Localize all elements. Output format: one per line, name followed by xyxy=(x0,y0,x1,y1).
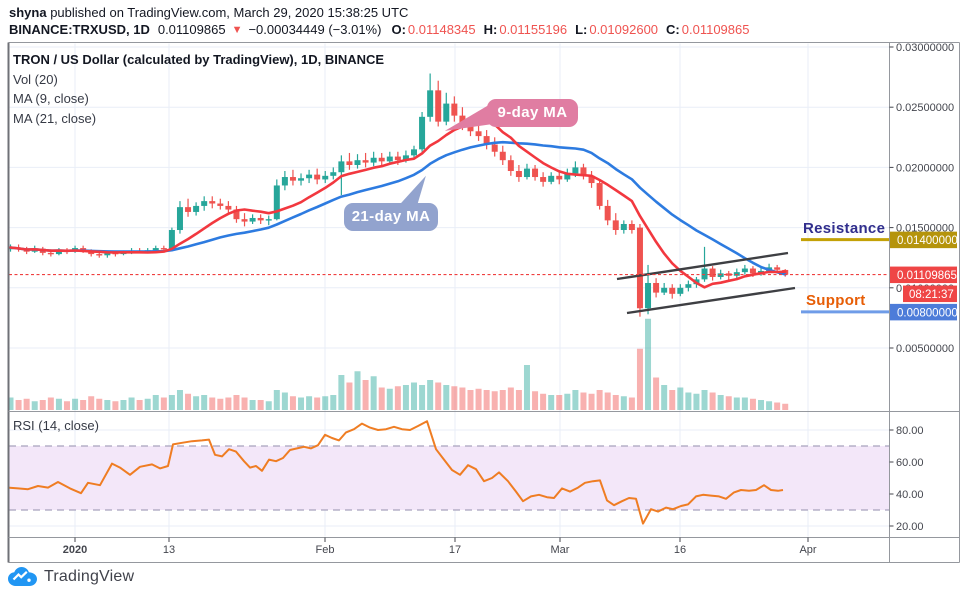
symbol-label[interactable]: BINANCE:TRXUSD, 1D xyxy=(9,22,150,37)
ma21-callout-bubble[interactable]: 21-day MA xyxy=(344,203,438,231)
legend-rsi-study[interactable]: RSI (14, close) xyxy=(13,418,99,433)
resistance-label[interactable]: Resistance xyxy=(803,220,886,237)
svg-text:0.02000000: 0.02000000 xyxy=(896,162,954,174)
brand-text: TradingView xyxy=(44,567,135,585)
svg-text:0.01500000: 0.01500000 xyxy=(896,223,954,235)
tradingview-brand[interactable]: TradingView xyxy=(8,567,134,586)
low-label: L: xyxy=(575,22,588,37)
svg-text:0.03000000: 0.03000000 xyxy=(896,42,954,54)
published-line: shyna published on TradingView.com, Marc… xyxy=(9,5,408,20)
pane-frame xyxy=(7,42,960,563)
high-value: 0.01155196 xyxy=(499,22,568,37)
open-value: 0.01148345 xyxy=(407,22,476,37)
svg-text:17: 17 xyxy=(449,544,461,556)
svg-text:0.00500000: 0.00500000 xyxy=(896,343,954,355)
trendlines[interactable] xyxy=(616,251,796,315)
price-down-arrow-icon: ▼ xyxy=(231,24,243,36)
svg-text:13: 13 xyxy=(163,544,175,556)
support-label[interactable]: Support xyxy=(806,292,866,309)
svg-text:Feb: Feb xyxy=(316,544,335,556)
svg-text:Mar: Mar xyxy=(551,544,570,556)
svg-text:40.00: 40.00 xyxy=(896,489,924,501)
ma9-callout-bubble[interactable]: 9-day MA xyxy=(487,99,578,127)
legend-ma21-study[interactable]: MA (21, close) xyxy=(13,110,97,126)
legend-symbol-title[interactable]: TRON / US Dollar (calculated by TradingV… xyxy=(13,52,385,67)
svg-text:20.00: 20.00 xyxy=(896,521,924,533)
high-label: H: xyxy=(483,22,498,37)
legend-volume-study[interactable]: Vol (20) xyxy=(13,71,58,87)
svg-text:0.00800000: 0.00800000 xyxy=(897,307,958,319)
svg-text:0.02500000: 0.02500000 xyxy=(896,102,954,114)
author-name: shyna xyxy=(9,5,47,20)
candlesticks xyxy=(7,73,789,317)
low-value: 0.01092600 xyxy=(589,22,659,37)
svg-text:16: 16 xyxy=(674,544,686,556)
svg-text:80.00: 80.00 xyxy=(896,425,924,437)
close-label: C: xyxy=(666,22,680,37)
rsi-line xyxy=(7,420,784,525)
tradingview-logo-icon xyxy=(8,567,37,586)
svg-text:Apr: Apr xyxy=(799,544,816,556)
price-change: −0.00034449 (−3.01%) xyxy=(248,22,382,37)
svg-text:0.01109865: 0.01109865 xyxy=(897,270,957,282)
volume-bars xyxy=(7,318,789,410)
level-lines[interactable] xyxy=(9,238,890,314)
last-price: 0.01109865 xyxy=(157,22,226,37)
symbol-status-line: BINANCE:TRXUSD, 1D 0.01109865 ▼ −0.00034449… xyxy=(9,22,749,37)
ma9-line xyxy=(9,119,787,289)
chart-legend: TRON / US Dollar (calculated by TradingV… xyxy=(13,50,384,128)
svg-text:60.00: 60.00 xyxy=(896,457,924,469)
published-text: published on TradingView.com, March 29, … xyxy=(50,5,409,20)
svg-text:08:21:37: 08:21:37 xyxy=(909,289,954,301)
svg-text:2020: 2020 xyxy=(63,544,87,556)
rsi-band xyxy=(9,445,890,511)
axis-badges: 0.01400000 0.01109865 08:21:37 0.00800000 xyxy=(890,231,958,321)
close-value: 0.01109865 xyxy=(681,22,750,37)
legend-ma9-study[interactable]: MA (9, close) xyxy=(13,91,89,106)
time-axis[interactable]: 2020 13 Feb 17 Mar 16 Apr xyxy=(63,537,817,557)
svg-text:0.01400000: 0.01400000 xyxy=(897,235,958,247)
open-label: O: xyxy=(391,22,406,37)
